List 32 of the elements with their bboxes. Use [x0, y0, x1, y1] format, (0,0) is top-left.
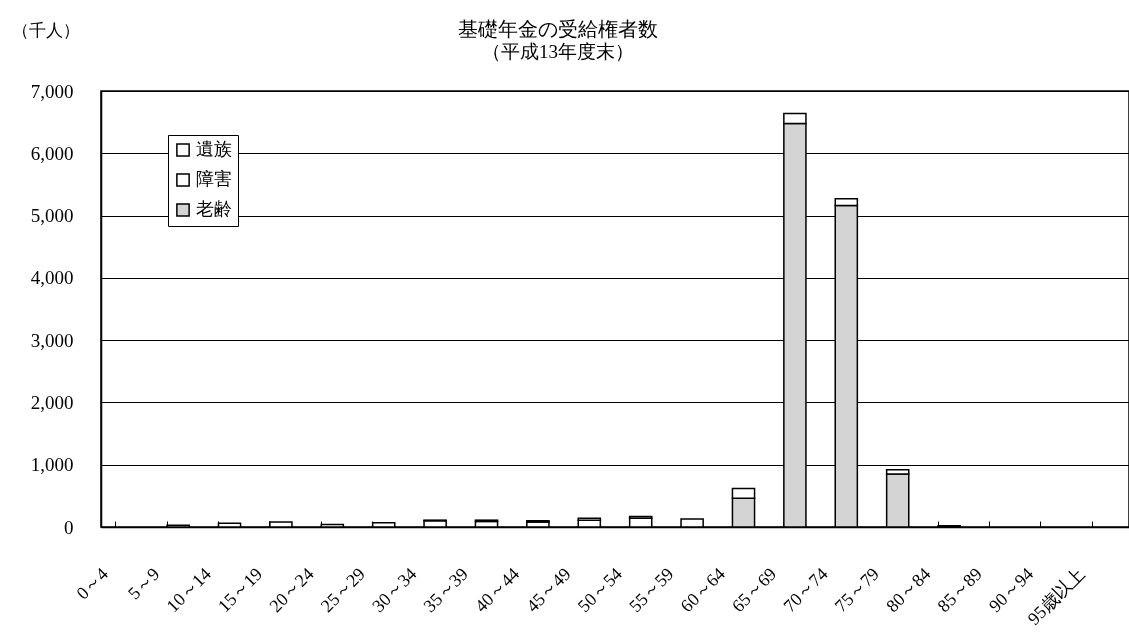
y-tick-label: 2,000: [30, 391, 74, 413]
x-tick-label: 10～14: [162, 563, 215, 617]
legend-label: 障害: [196, 169, 232, 189]
x-tick-label: 20～24: [265, 563, 318, 617]
y-tick-label: 7,000: [30, 80, 74, 102]
y-tick-label: 6,000: [30, 142, 74, 164]
y-tick-label: 3,000: [30, 329, 74, 351]
x-tick-label: 50～54: [573, 563, 627, 617]
x-tick-label: 55～59: [625, 563, 678, 617]
y-axis-title: （千人）: [11, 20, 80, 40]
x-tick-label: 0～4: [72, 563, 113, 604]
y-tick-label: 4,000: [30, 267, 74, 289]
chart-title: 基礎年金の受給権者数: [458, 18, 658, 40]
x-tick-label: 85～89: [933, 563, 986, 617]
x-tick-label: 60～64: [676, 563, 729, 617]
legend-label: 遺族: [196, 139, 232, 159]
y-tick-label: 0: [64, 516, 74, 538]
x-tick-label: 40～44: [470, 563, 524, 617]
legend-label: 老齢: [196, 199, 232, 219]
x-tick-label: 15～19: [213, 563, 267, 617]
x-tick-label: 30～34: [368, 563, 421, 617]
x-tick-label: 75～79: [830, 563, 884, 617]
x-tick-label: 25～29: [316, 563, 370, 617]
y-tick-label: 1,000: [30, 454, 74, 476]
x-tick-label: 45～49: [522, 563, 575, 617]
x-tick-label: 70～74: [779, 563, 832, 617]
chart-subtitle: （平成13年度末）: [482, 41, 634, 62]
x-tick-label: 80～84: [882, 563, 935, 617]
x-tick-label: 35～39: [419, 563, 472, 617]
x-tick-label: 5～9: [123, 563, 164, 604]
y-tick-label: 5,000: [30, 205, 74, 227]
x-tick-label: 65～69: [727, 563, 781, 617]
